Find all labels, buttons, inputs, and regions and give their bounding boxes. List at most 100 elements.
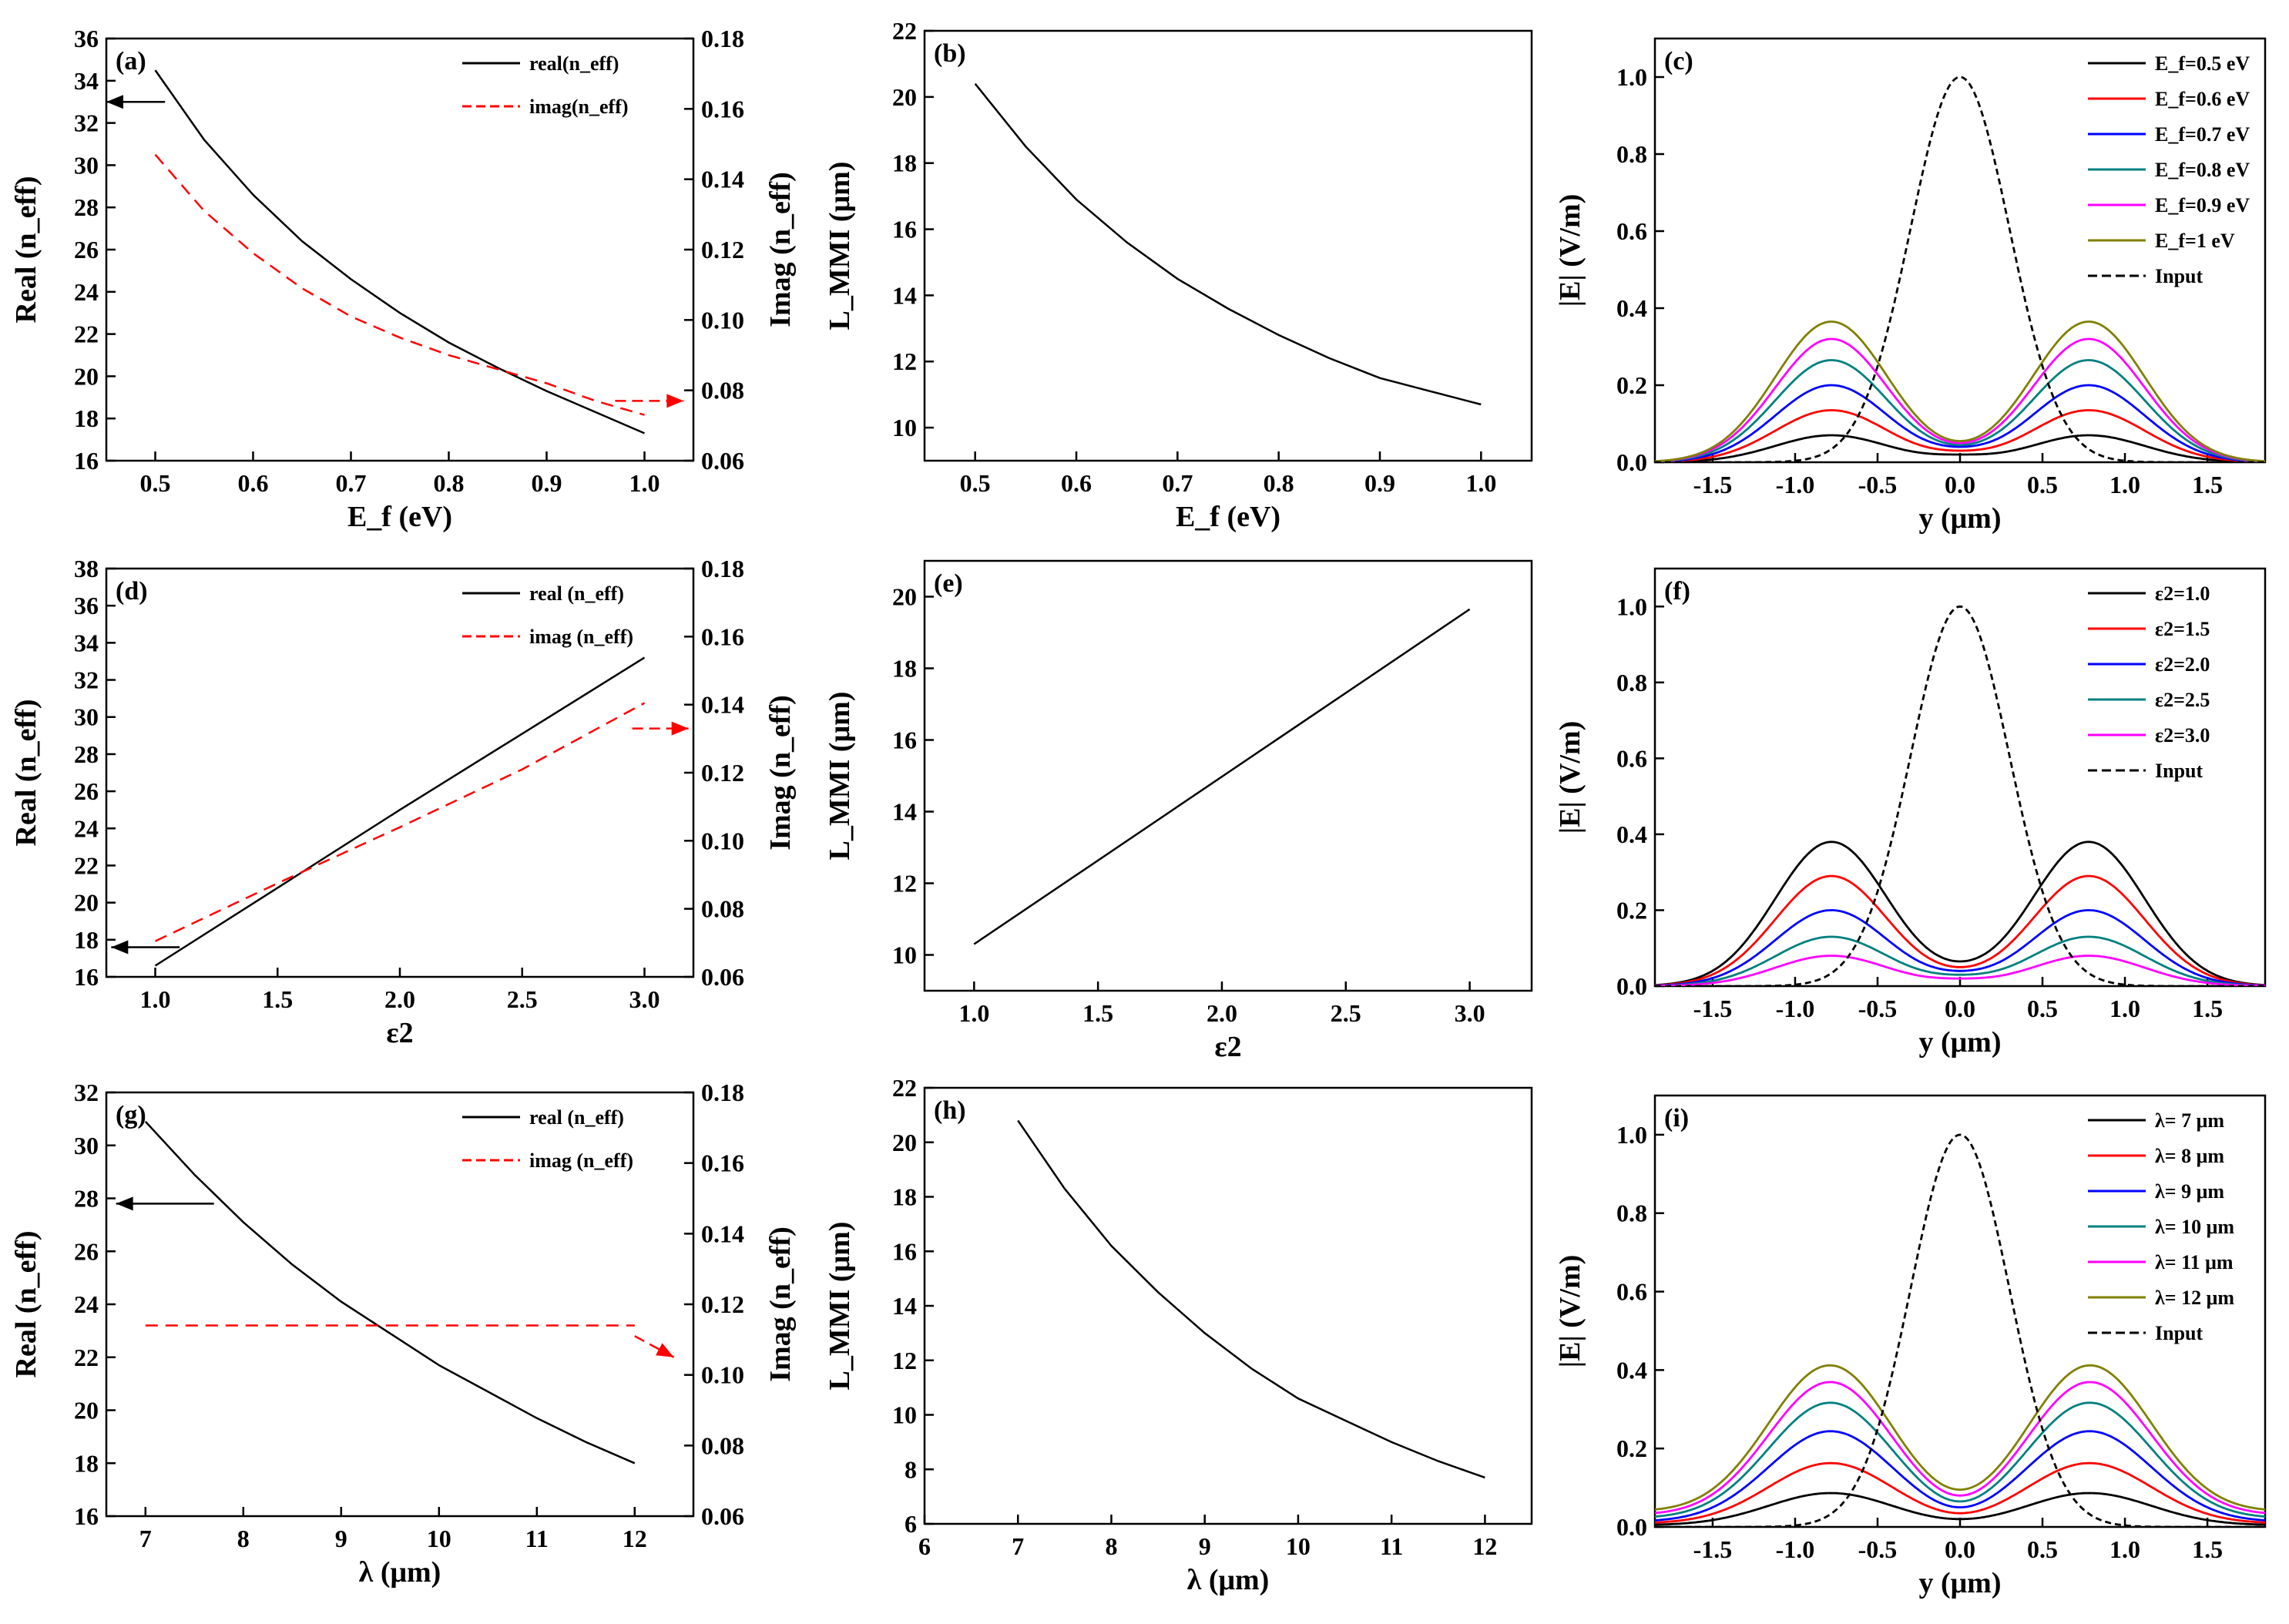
x-axis-title: ε2 [386, 1017, 413, 1049]
y-tick-label: 24 [74, 278, 99, 306]
y-tick-label: 16 [74, 963, 99, 991]
y-tick-label: 1.0 [1616, 1121, 1647, 1149]
y-axis-title: L_MMI (μm) [824, 1222, 856, 1391]
y2-tick-label: 0.06 [701, 963, 744, 991]
panel-label: (g) [116, 1101, 146, 1129]
axis-arrow-head [116, 1196, 133, 1211]
y-tick-label: 28 [74, 1185, 99, 1213]
y2-tick-label: 0.18 [701, 555, 744, 582]
x-tick-label: -0.5 [1858, 1535, 1898, 1563]
x-tick-label: 0.5 [2027, 1535, 2058, 1563]
series-line [1655, 320, 2265, 462]
y-tick-label: 18 [892, 1183, 917, 1211]
x-tick-label: 0.5 [960, 469, 991, 497]
y-axis-title: L_MMI (μm) [824, 692, 856, 861]
series-line [1655, 359, 2265, 462]
series-line [1655, 1364, 2265, 1511]
legend-label: E_f=0.6 eV [2155, 88, 2250, 110]
x-tick-label: 1.0 [2109, 471, 2140, 498]
x-axis-title: y (μm) [1918, 1567, 2001, 1599]
x-tick-label: 0.8 [434, 469, 465, 497]
y-tick-label: 36 [74, 592, 99, 619]
y2-axis-title: Imag (n_eff) [764, 695, 797, 851]
series-line [1655, 1381, 2265, 1515]
x-tick-label: 3.0 [629, 985, 660, 1013]
plot-frame [923, 1086, 1533, 1525]
y-tick-label: 10 [892, 1401, 917, 1429]
y2-tick-label: 0.18 [701, 1079, 744, 1106]
y-axis-title: Real (n_eff) [10, 1231, 42, 1378]
x-tick-label: 0.7 [1162, 469, 1193, 497]
plot-area [1655, 605, 2265, 986]
y-tick-label: 10 [892, 941, 917, 969]
axis-arrow-head [111, 940, 129, 955]
panel-label: (i) [1664, 1104, 1689, 1132]
series-line [974, 82, 1482, 406]
series-line [144, 1120, 636, 1465]
x-tick-label: -1.0 [1776, 471, 1815, 498]
y-tick-label: 14 [892, 1292, 917, 1320]
y2-tick-label: 0.16 [701, 95, 744, 122]
y-tick-label: 12 [892, 870, 917, 898]
y-tick-label: 0.0 [1616, 448, 1647, 476]
panel-a: 0.5 0.6 0.7 0.8 0.9 1.0 16 18 20 22 24 26 28 30 32 34 36… [10, 25, 797, 533]
y-axis-title: Real (n_eff) [10, 700, 42, 847]
panel-label: (f) [1664, 577, 1690, 606]
y-tick-label: 0.4 [1616, 294, 1647, 322]
y-axis-title: Real (n_eff) [10, 176, 42, 324]
plot-frame [923, 559, 1533, 992]
legend-label: λ= 12 μm [2155, 1287, 2234, 1309]
legend-label: λ= 7 μm [2155, 1109, 2224, 1132]
x-tick-label: 12 [1472, 1532, 1497, 1560]
y-tick-label: 0.0 [1616, 1513, 1647, 1541]
x-tick-label: 2.0 [1207, 999, 1237, 1027]
legend-label: λ= 8 μm [2155, 1145, 2224, 1167]
panel-d: 1.0 1.5 2.0 2.5 3.0 16 18 20 22 24 26 28 30 32 34 36 38 0… [10, 555, 797, 1049]
x-tick-label: 0.6 [1061, 469, 1092, 497]
series-line [1655, 909, 2265, 986]
panel-h: 6 7 8 9 10 11 12 6 8 10 12 14 16 18 20 22 λ (μm) L_MMI (μ… [824, 1074, 1533, 1596]
y-tick-label: 0.8 [1616, 669, 1647, 696]
y-axis-title: |E| (V/m) [1554, 1255, 1586, 1368]
y-tick-label: 0.8 [1616, 1200, 1647, 1227]
panel-i: -1.5 -1.0 -0.5 0.0 0.5 1.0 1.5 0.0 0.2 0.4 0.6 0.8 1… [1554, 1094, 2267, 1599]
y-axis-title: |E| (V/m) [1554, 721, 1586, 834]
y-tick-label: 30 [74, 151, 99, 179]
y-tick-label: 18 [74, 926, 99, 954]
x-tick-label: 1.0 [629, 469, 660, 497]
y-tick-label: 26 [74, 236, 99, 263]
legend-label: Input [2155, 1322, 2203, 1344]
series-line [973, 608, 1471, 945]
x-tick-label: 10 [1286, 1532, 1311, 1560]
x-tick-label: 12 [623, 1525, 647, 1552]
y2-tick-label: 0.12 [701, 236, 744, 263]
plot-area [1017, 1119, 1485, 1479]
y-tick-label: 12 [892, 1347, 917, 1374]
x-tick-label: 1.0 [958, 999, 989, 1027]
y-tick-label: 22 [74, 320, 99, 348]
x-tick-label: 0.0 [1945, 471, 1975, 498]
y-tick-label: 16 [892, 216, 917, 243]
series-line [1655, 1401, 2265, 1518]
x-tick-label: 0.0 [1945, 1535, 1975, 1563]
y-tick-label: 22 [892, 17, 917, 45]
x-tick-label: 2.5 [1331, 999, 1361, 1027]
y-tick-label: 1.0 [1616, 592, 1647, 620]
x-tick-label: 11 [1380, 1532, 1403, 1560]
y-tick-label: 22 [74, 1344, 99, 1371]
panel-f: -1.5 -1.0 -0.5 0.0 0.5 1.0 1.5 0.0 0.2 0.4 0.6 0.8 1… [1554, 567, 2267, 1059]
y2-tick-label: 0.10 [701, 827, 744, 854]
panel-label: (c) [1664, 47, 1693, 75]
plot-area [973, 608, 1471, 945]
y-tick-label: 16 [892, 1237, 917, 1265]
panel-b: 0.5 0.6 0.7 0.8 0.9 1.0 10 12 14 16 18 20 22 E_f (eV)… [824, 17, 1533, 533]
y-tick-label: 0.6 [1616, 217, 1647, 245]
x-tick-label: 0.6 [238, 469, 269, 497]
legend-label: E_f=0.5 eV [2155, 52, 2250, 75]
x-tick-label: 1.5 [1082, 999, 1113, 1027]
series-line [1017, 1119, 1485, 1479]
series-line [154, 69, 645, 435]
x-axis-title: λ (μm) [359, 1556, 441, 1589]
series-line [1655, 874, 2265, 986]
legend-label: ε2=3.0 [2155, 724, 2210, 747]
